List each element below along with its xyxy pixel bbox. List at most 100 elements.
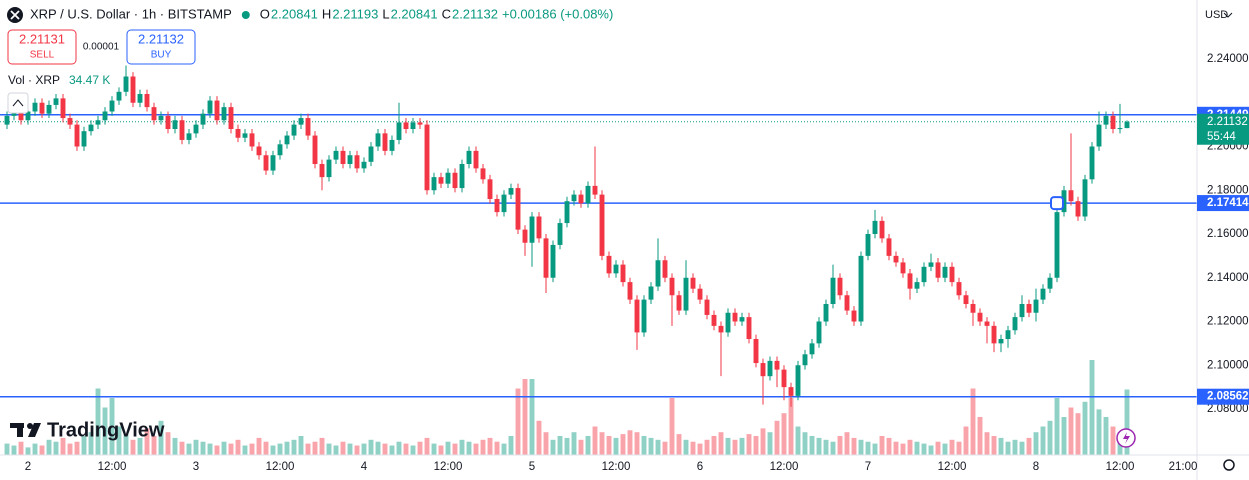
- volume-bar: [557, 436, 563, 455]
- volume-bar: [1103, 417, 1109, 455]
- volume-bar: [151, 436, 157, 455]
- candle-body: [298, 118, 304, 125]
- volume-bar: [893, 441, 899, 455]
- candle-body: [410, 122, 416, 129]
- candle-body: [74, 124, 80, 147]
- volume-bar: [1040, 426, 1046, 455]
- candle-body: [823, 303, 829, 322]
- candle-body: [4, 115, 10, 125]
- volume-bar: [725, 437, 731, 455]
- header: XRP / U.S. Dollar · 1h · BITSTAMP O 2.208…: [7, 6, 613, 23]
- volume-bar: [984, 432, 990, 455]
- volume-title: Vol · XRP: [8, 73, 60, 87]
- currency[interactable]: USD: [1205, 9, 1228, 21]
- candle-body: [389, 139, 395, 151]
- volume-bar: [25, 447, 31, 455]
- candle-body: [291, 124, 297, 136]
- volume-bar: [816, 437, 822, 455]
- candle-body: [179, 120, 185, 140]
- candle-body: [795, 365, 801, 396]
- volume-bar: [95, 388, 101, 455]
- volume-bar: [200, 441, 206, 455]
- candle-body: [242, 133, 248, 138]
- sell-label: SELL: [30, 50, 55, 61]
- candle-body: [522, 229, 528, 243]
- candle-body: [1033, 299, 1039, 313]
- candle-body: [53, 98, 59, 105]
- chart-title[interactable]: XRP / U.S. Dollar · 1h · BITSTAMP: [30, 6, 232, 21]
- candle-body: [697, 288, 703, 300]
- volume-bar: [550, 439, 556, 455]
- volume-bar: [130, 439, 136, 455]
- candle-body: [1019, 303, 1025, 318]
- candle-body: [977, 312, 983, 322]
- volume-bar: [74, 441, 80, 455]
- status-dot: [241, 11, 250, 19]
- candle-body: [907, 273, 913, 289]
- last-price-box: [1197, 113, 1249, 145]
- candle-body: [207, 100, 213, 114]
- candle-body: [1082, 179, 1088, 217]
- candle-body: [473, 150, 479, 169]
- candle-body: [312, 135, 318, 164]
- candle-body: [949, 266, 955, 283]
- volume-bar: [809, 436, 815, 455]
- volume-bar: [879, 436, 885, 455]
- volume-bar: [942, 443, 948, 455]
- volume-bar: [480, 439, 486, 455]
- volume-bar: [655, 439, 661, 455]
- collapse-button[interactable]: [7, 92, 29, 114]
- axes: 2.08000 2.10000 2.12000 2.14000 2.16000 2.180…: [25, 53, 1249, 473]
- volume-bar: [956, 441, 962, 455]
- y-tick-label: 2.10000: [1207, 359, 1249, 371]
- buy-button[interactable]: [126, 29, 196, 65]
- settings-icon[interactable]: [1223, 459, 1235, 471]
- x-tick-label: 12:00: [938, 461, 967, 473]
- candle-body: [123, 76, 129, 92]
- ohlc-value: 2.21132: [452, 6, 498, 21]
- candle-body: [557, 223, 563, 245]
- sell-button[interactable]: [7, 29, 77, 65]
- volume-bar: [144, 428, 150, 455]
- volume-bar: [963, 426, 969, 455]
- ohlc-value: 2.20841: [391, 6, 438, 21]
- candle-body: [956, 282, 962, 296]
- volume-bar: [529, 379, 535, 455]
- volume-bar: [501, 443, 507, 455]
- volume-bar: [634, 432, 640, 455]
- ohlc-key: O: [260, 6, 270, 21]
- volume-bar: [928, 445, 934, 455]
- candle-body: [144, 93, 150, 108]
- volume-bar: [648, 437, 654, 455]
- volume-bar: [697, 443, 703, 455]
- candle-body: [109, 100, 115, 112]
- volume-bar: [207, 443, 213, 455]
- ohlc-key: C: [442, 6, 451, 21]
- candle-body: [809, 343, 815, 355]
- logo-part: [27, 423, 33, 429]
- candle-body: [991, 325, 997, 344]
- volume-bar: [774, 420, 780, 455]
- candle-body: [382, 133, 388, 151]
- volume-bar: [382, 443, 388, 455]
- candle-body: [1047, 277, 1053, 289]
- candle-body: [998, 338, 1004, 344]
- candle-body: [459, 163, 465, 189]
- candle-body: [641, 299, 647, 333]
- volume-bar: [256, 437, 262, 455]
- candle-body: [333, 150, 339, 160]
- volume-bar: [466, 441, 472, 455]
- level-label: 2.08562: [1207, 391, 1249, 403]
- volume-bar: [837, 436, 843, 455]
- x-tick-label: 12:00: [1106, 461, 1135, 473]
- candles: [4, 65, 1130, 407]
- volume-bar: [592, 426, 598, 455]
- volume-bar: [32, 443, 38, 455]
- candle-body: [935, 262, 941, 278]
- x-tick-label: 12:00: [98, 461, 127, 473]
- volume-bar: [1082, 401, 1088, 455]
- candle-body: [445, 172, 451, 184]
- candle-body: [452, 172, 458, 189]
- volume-bar: [116, 426, 122, 455]
- candle-body: [200, 113, 206, 125]
